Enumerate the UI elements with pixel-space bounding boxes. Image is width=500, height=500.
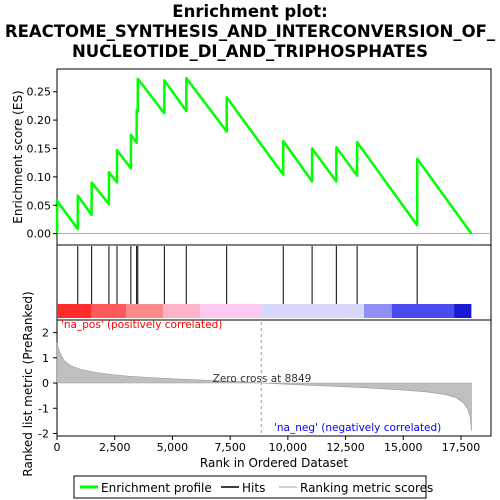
enrichment-profile-line	[55, 76, 473, 235]
es-y-tick-label: 0.15	[27, 142, 52, 155]
es-y-axis-label: Enrichment score (ES)	[11, 90, 25, 223]
na-pos-label: 'na_pos' (positively correlated)	[61, 319, 222, 331]
x-tick-label: 7,500	[214, 441, 246, 454]
es-y-tick-label: 0.20	[27, 114, 52, 127]
zero-cross-label: Zero cross at 8849	[213, 373, 312, 385]
legend-hits-label: Hits	[242, 481, 265, 495]
colorbar-segment	[391, 304, 455, 318]
colorbar-segment	[57, 304, 92, 318]
x-tick-label: 12,500	[326, 441, 365, 454]
ranking-metric-area	[56, 342, 472, 432]
colorbar-segment	[163, 304, 201, 318]
metric-y-tick-label: 2	[42, 327, 49, 340]
metric-y-tick-label: -2	[38, 427, 49, 440]
colorbar-segment	[261, 304, 365, 318]
legend-enrichment-label: Enrichment profile	[101, 481, 212, 495]
na-neg-label: 'na_neg' (negatively correlated)	[274, 422, 441, 434]
es-y-tick-label: 0.25	[27, 86, 52, 99]
legend: Enrichment profile Hits Ranking metric s…	[73, 475, 433, 499]
x-axis-label: Rank in Ordered Dataset	[200, 456, 348, 470]
x-tick-label: 10,000	[269, 441, 308, 454]
title-line-2: REACTOME_SYNTHESIS_AND_INTERCONVERSION_O…	[4, 22, 496, 41]
metric-layer	[56, 322, 472, 436]
colorbar-segment	[364, 304, 392, 318]
es-layer	[55, 76, 491, 235]
x-tick-label: 5,000	[157, 441, 189, 454]
chart-title: Enrichment plot: REACTOME_SYNTHESIS_AND_…	[0, 2, 500, 62]
x-tick-label: 2,500	[99, 441, 131, 454]
colorbar-segment	[200, 304, 262, 318]
x-tick-label: 0	[54, 441, 61, 454]
title-line-1: Enrichment plot:	[172, 2, 328, 21]
es-panel-frame	[56, 68, 492, 246]
hits-layer	[56, 246, 472, 318]
es-y-tick-label: 0.10	[27, 171, 52, 184]
legend-ranking-label: Ranking metric scores	[300, 481, 433, 495]
title-line-3: NUCLEOTIDE_DI_AND_TRIPHOSPHATES	[71, 42, 429, 61]
metric-y-tick-label: 1	[42, 352, 49, 365]
metric-y-tick-label: 0	[42, 377, 49, 390]
es-y-tick-label: 0.05	[27, 199, 52, 212]
metric-y-tick-label: -1	[38, 402, 49, 415]
colorbar-segment	[126, 304, 164, 318]
colorbar-segment	[454, 304, 472, 318]
legend-box	[73, 475, 427, 499]
es-y-tick-label: 0.00	[27, 228, 52, 241]
colorbar-segment	[91, 304, 127, 318]
metric-y-axis-label: Ranked list metric (PreRanked)	[21, 291, 35, 476]
x-tick-label: 17,500	[442, 441, 481, 454]
axes-layer: 0.00 0.05 0.10 0.15 0.20 0.25 -2 -1 0 1 2 0 2,500 5,0…	[27, 86, 481, 454]
x-tick-label: 15,000	[384, 441, 423, 454]
